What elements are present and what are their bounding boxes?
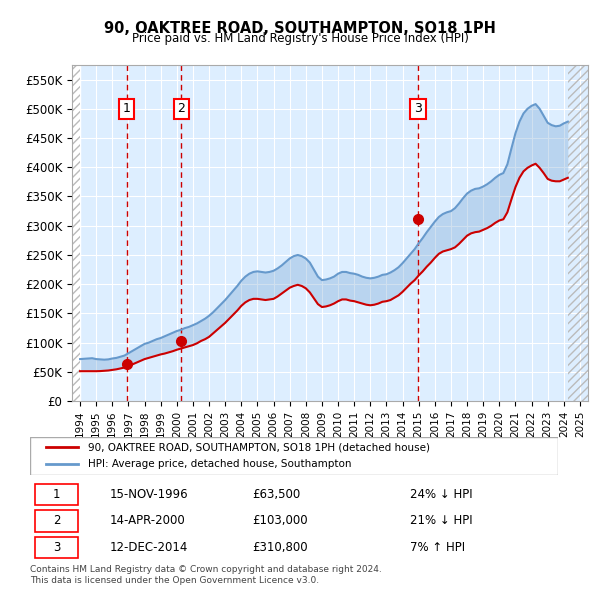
Text: 2: 2 xyxy=(53,514,60,527)
Text: 15-NOV-1996: 15-NOV-1996 xyxy=(109,488,188,501)
FancyBboxPatch shape xyxy=(35,536,77,558)
Text: HPI: Average price, detached house, Southampton: HPI: Average price, detached house, Sout… xyxy=(88,459,352,469)
Text: £310,800: £310,800 xyxy=(252,541,307,554)
Text: 3: 3 xyxy=(53,541,60,554)
Text: 1: 1 xyxy=(53,488,60,501)
FancyBboxPatch shape xyxy=(35,484,77,505)
Text: Price paid vs. HM Land Registry's House Price Index (HPI): Price paid vs. HM Land Registry's House … xyxy=(131,32,469,45)
Text: 14-APR-2000: 14-APR-2000 xyxy=(109,514,185,527)
Text: 24% ↓ HPI: 24% ↓ HPI xyxy=(410,488,473,501)
Text: 12-DEC-2014: 12-DEC-2014 xyxy=(109,541,188,554)
Text: £103,000: £103,000 xyxy=(252,514,307,527)
Text: 2: 2 xyxy=(178,102,185,115)
Bar xyxy=(72,65,80,401)
Text: 1: 1 xyxy=(122,102,130,115)
Text: £63,500: £63,500 xyxy=(252,488,300,501)
FancyBboxPatch shape xyxy=(30,437,558,475)
Text: 21% ↓ HPI: 21% ↓ HPI xyxy=(410,514,473,527)
FancyBboxPatch shape xyxy=(35,510,77,532)
Text: 90, OAKTREE ROAD, SOUTHAMPTON, SO18 1PH: 90, OAKTREE ROAD, SOUTHAMPTON, SO18 1PH xyxy=(104,21,496,35)
Text: 7% ↑ HPI: 7% ↑ HPI xyxy=(410,541,465,554)
Text: 90, OAKTREE ROAD, SOUTHAMPTON, SO18 1PH (detached house): 90, OAKTREE ROAD, SOUTHAMPTON, SO18 1PH … xyxy=(88,442,430,453)
Text: 3: 3 xyxy=(414,102,422,115)
Text: Contains HM Land Registry data © Crown copyright and database right 2024.
This d: Contains HM Land Registry data © Crown c… xyxy=(30,565,382,585)
